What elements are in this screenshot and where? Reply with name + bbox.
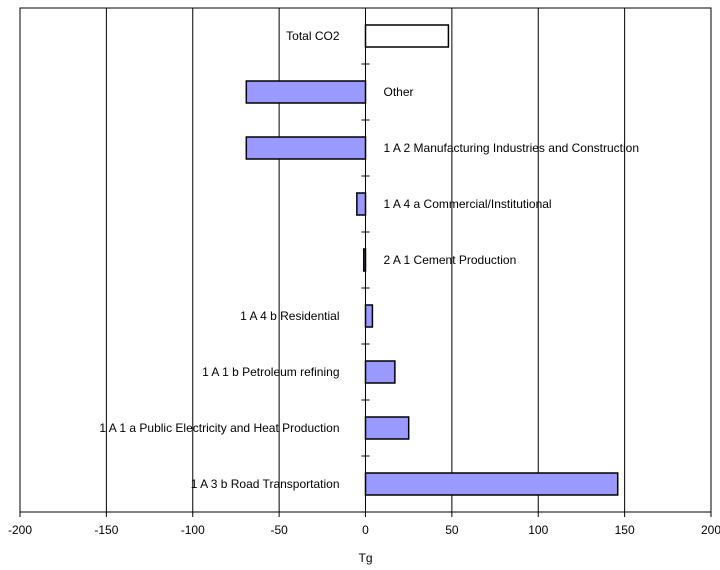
x-axis-ticks: -200 -150 -100 -50 0 50 100 150 200 [8, 512, 720, 537]
bar-label: 1 A 2 Manufacturing Industries and Const… [384, 141, 640, 155]
x-tick-label: -50 [270, 523, 288, 537]
bar-label: 1 A 3 b Road Transportation [191, 477, 340, 491]
bar-label: 1 A 4 a Commercial/Institutional [384, 197, 552, 211]
bar-labels: Total CO2 Other 1 A 2 Manufacturing Indust… [99, 29, 639, 491]
bar-label: 1 A 4 b Residential [240, 309, 339, 323]
bar [364, 360, 396, 384]
x-tick-label: 150 [615, 523, 635, 537]
bar [245, 80, 367, 104]
bar [364, 416, 410, 440]
bar [356, 192, 367, 216]
bar-label: 1 A 1 b Petroleum refining [202, 365, 339, 379]
x-tick-label: -100 [181, 523, 205, 537]
x-tick-label: 0 [362, 523, 369, 537]
x-tick-label: 200 [701, 523, 720, 537]
bar [364, 472, 619, 496]
x-tick-label: -200 [8, 523, 32, 537]
x-tick-label: 100 [528, 523, 548, 537]
bar-label: Other [384, 85, 414, 99]
x-tick-label: 50 [445, 523, 459, 537]
bar-label: 2 A 1 Cement Production [384, 253, 517, 267]
bar-label: 1 A 1 a Public Electricity and Heat Prod… [99, 421, 339, 435]
bar-label: Total CO2 [286, 29, 340, 43]
x-axis-title: Tg [358, 551, 372, 565]
bar [245, 136, 367, 160]
bar [364, 24, 450, 48]
x-tick-label: -150 [94, 523, 118, 537]
bar [364, 304, 374, 328]
